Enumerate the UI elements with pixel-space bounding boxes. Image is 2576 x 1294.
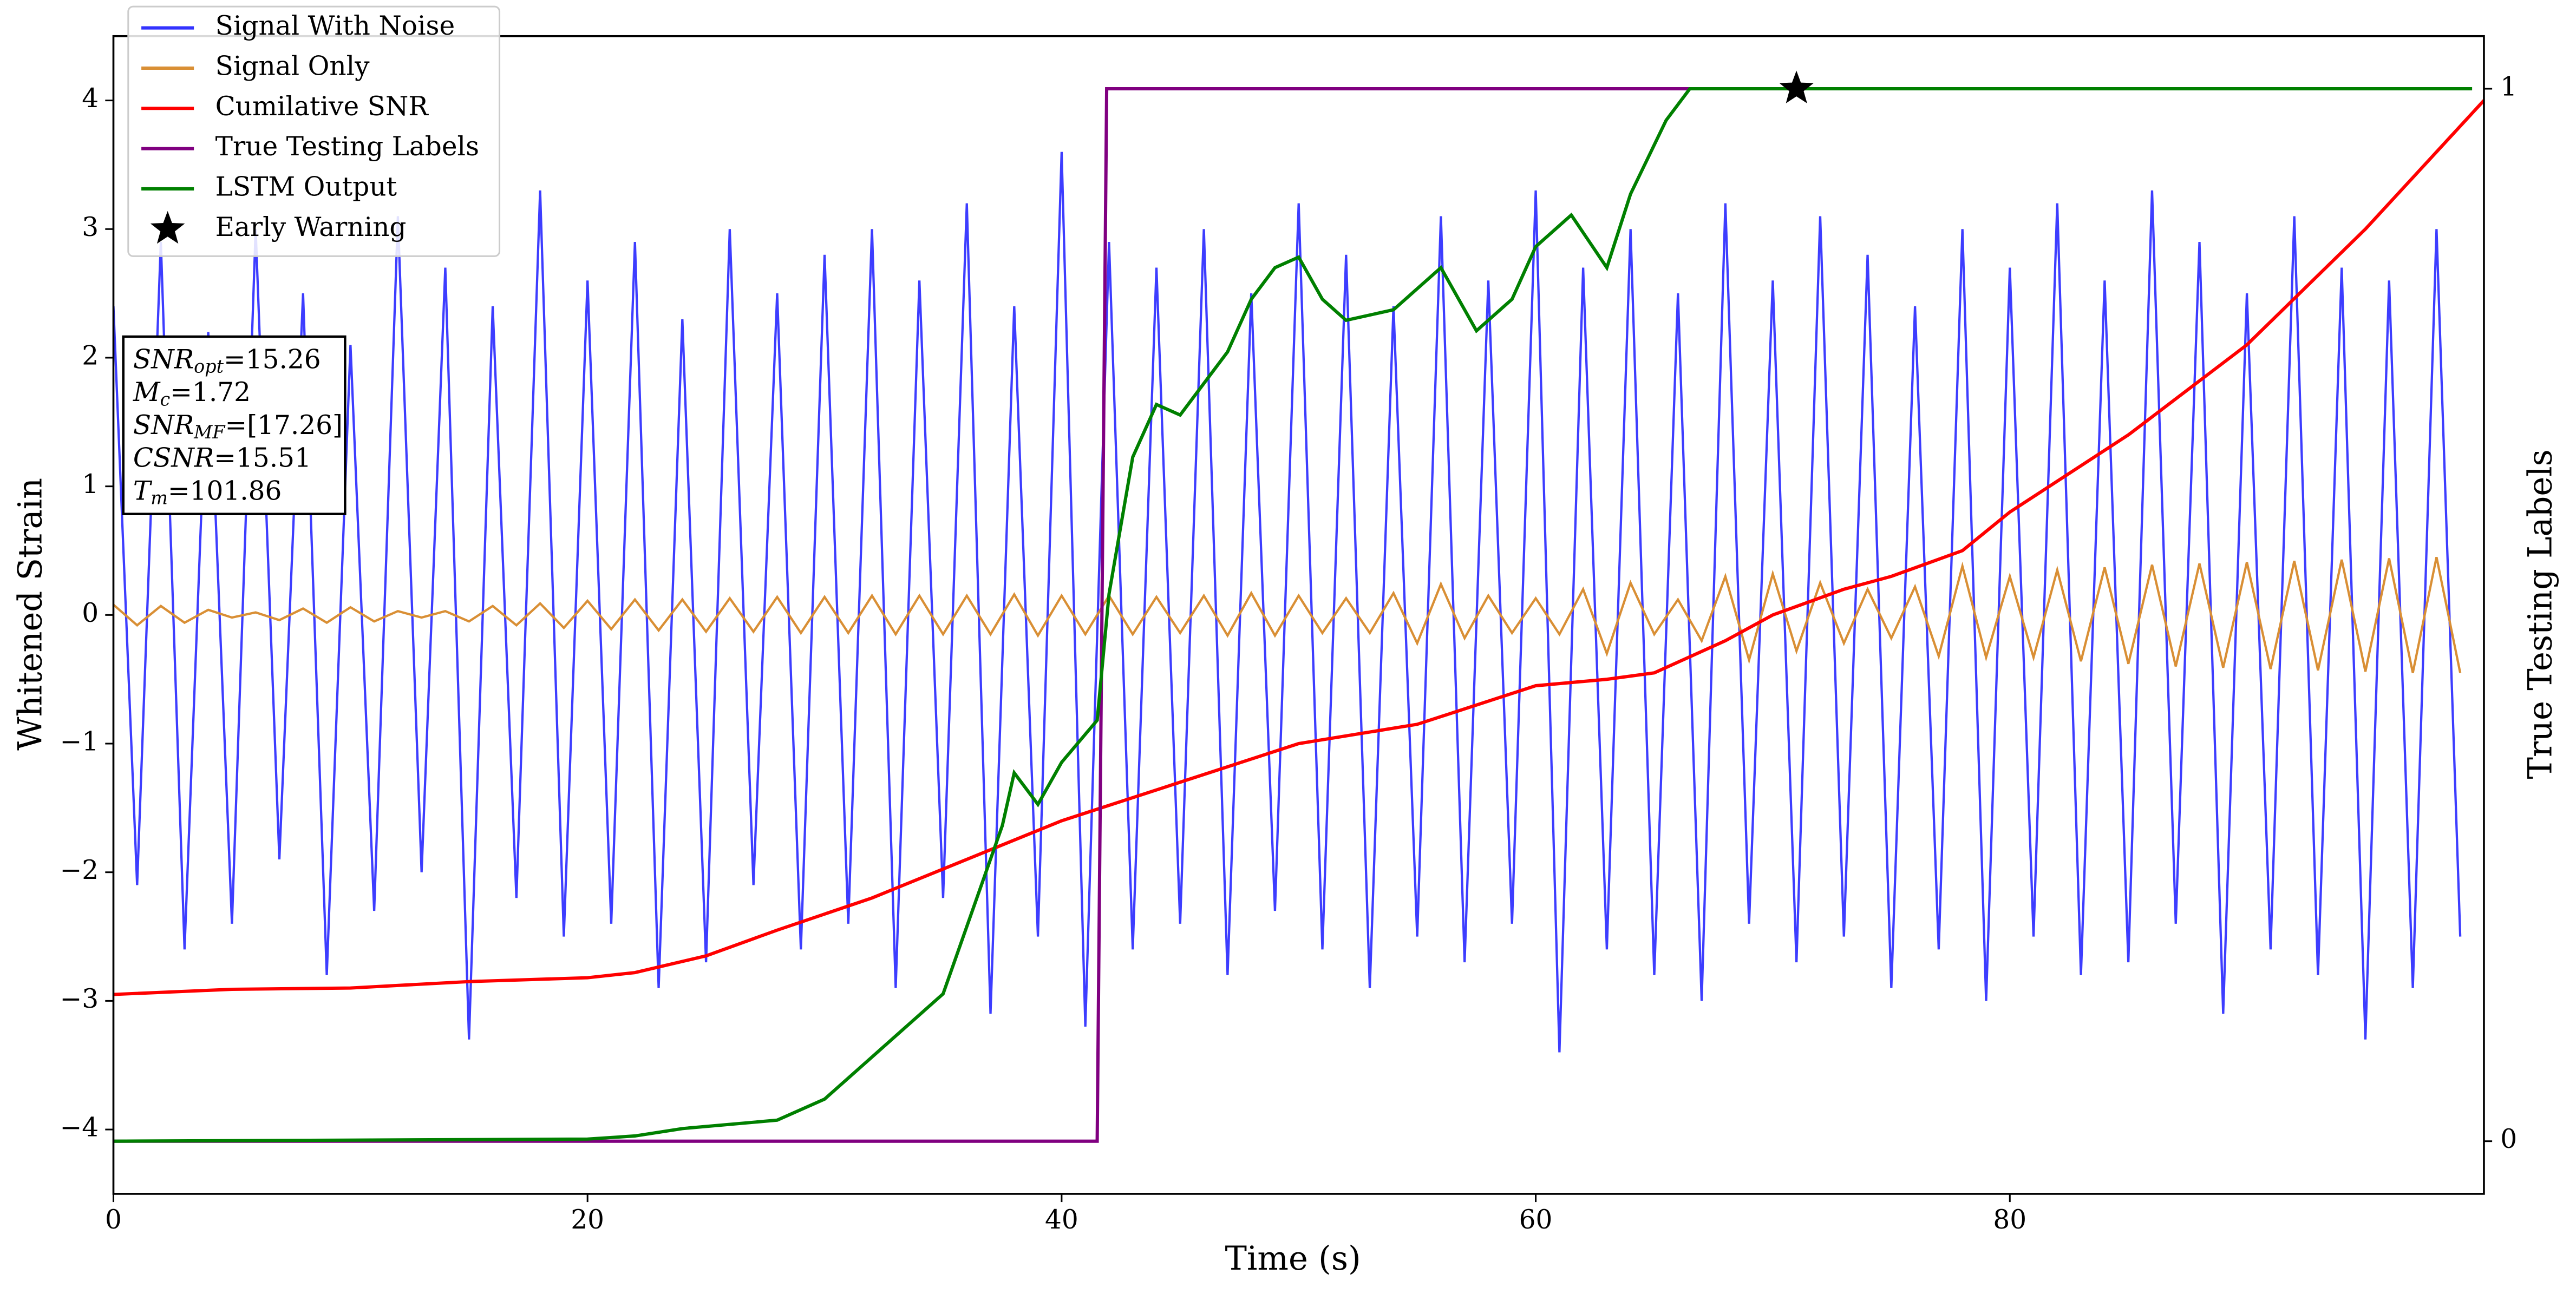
series-line	[113, 99, 2484, 996]
marker	[1779, 70, 1814, 103]
annotation-name: SNR	[133, 410, 194, 440]
y-tick-label: −2	[60, 855, 99, 885]
x-tick-label: 60	[1519, 1205, 1553, 1235]
y2-tick-label: 1	[2500, 71, 2517, 102]
annotation: CSNR=15.51	[133, 443, 311, 473]
series-line	[113, 87, 2473, 1143]
annotation-sub: m	[151, 487, 168, 508]
annotation-box: SNRopt=15.26Mc=1.72SNRMF=[17.26]CSNR=15.…	[122, 335, 346, 516]
plot-frame	[112, 35, 2485, 1195]
annotation: Mc=1.72	[133, 377, 251, 410]
legend-label: Cumilative SNR	[215, 91, 429, 122]
annotation: Tm=101.86	[133, 476, 282, 509]
y2-axis-label: True Testing Labels	[2522, 449, 2560, 779]
annotation-name: CSNR	[133, 443, 214, 473]
legend-box	[127, 5, 501, 257]
y-tick-label: −3	[60, 984, 99, 1014]
annotation-text: =15.51	[214, 443, 311, 473]
annotation-text: =[17.26]	[225, 410, 342, 440]
x-tick-label: 80	[1993, 1205, 2026, 1235]
annotation: SNRopt=15.26	[133, 344, 321, 377]
legend: Signal With Noise Signal Only Cumilative S…	[127, 5, 501, 257]
annotation: SNRMF=[17.26]	[133, 410, 343, 443]
y-tick-label: −1	[60, 727, 99, 757]
y-tick-label: 2	[82, 340, 99, 371]
legend-label: Early Warning	[215, 212, 407, 242]
y-axis-label: Whitened Strain	[11, 478, 49, 751]
annotation-sub: opt	[194, 356, 224, 377]
annotation-text: =15.26	[224, 344, 321, 375]
annotation-name: T	[133, 476, 153, 506]
y-tick-label: −4	[60, 1113, 99, 1143]
annotation-text: =101.86	[168, 476, 282, 506]
x-axis-label: Time (s)	[1225, 1240, 1361, 1278]
annotation-frame	[122, 335, 346, 516]
legend-marker	[150, 211, 185, 244]
annotation-name: M	[133, 377, 161, 408]
x-tick-label: 0	[105, 1205, 122, 1235]
legend-label: LSTM Output	[215, 172, 397, 202]
legend-label: Signal With Noise	[215, 11, 455, 41]
y-tick-label: 1	[82, 469, 99, 500]
y2-tick-label: 0	[2500, 1124, 2517, 1154]
legend-label: True Testing Labels	[215, 132, 479, 162]
y-tick-label: 4	[82, 83, 99, 114]
annotation-sub: c	[160, 389, 171, 410]
annotation-name: SNR	[133, 344, 194, 375]
x-tick-label: 20	[571, 1205, 604, 1235]
series-line	[113, 152, 2462, 1053]
annotation-sub: MF	[193, 422, 226, 443]
annotation-text: =1.72	[170, 377, 251, 408]
y-tick-label: 0	[82, 598, 99, 628]
legend-label: Signal Only	[215, 51, 370, 81]
x-tick-label: 40	[1045, 1205, 1078, 1235]
y-tick-label: 3	[82, 212, 99, 242]
series-line	[113, 556, 2462, 673]
